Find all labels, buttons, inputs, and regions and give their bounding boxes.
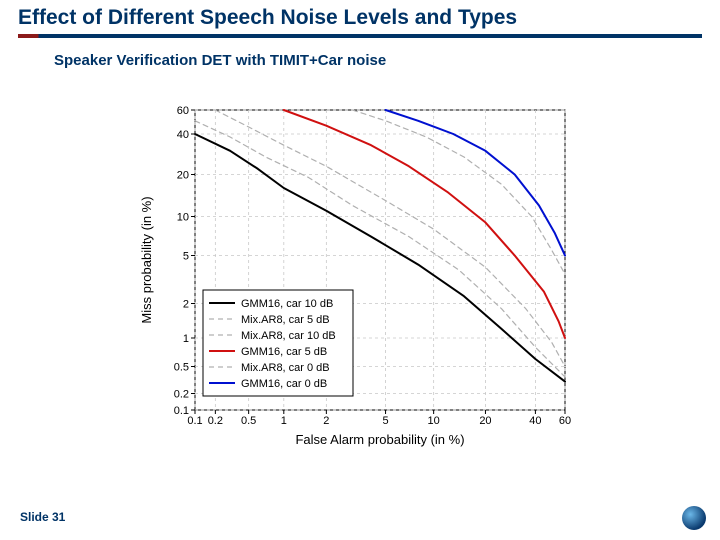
svg-text:Mix.AR8, car 5 dB: Mix.AR8, car 5 dB bbox=[241, 314, 330, 326]
svg-text:0.1: 0.1 bbox=[174, 405, 189, 417]
svg-text:GMM16, car 10 dB: GMM16, car 10 dB bbox=[241, 298, 333, 310]
svg-text:60: 60 bbox=[559, 415, 571, 427]
svg-text:20: 20 bbox=[177, 170, 189, 182]
svg-text:0.1: 0.1 bbox=[187, 415, 202, 427]
title-underline bbox=[18, 34, 702, 38]
svg-text:10: 10 bbox=[428, 415, 440, 427]
page-title: Effect of Different Speech Noise Levels … bbox=[18, 6, 702, 30]
svg-text:1: 1 bbox=[281, 415, 287, 427]
svg-text:5: 5 bbox=[183, 251, 189, 263]
svg-text:0.5: 0.5 bbox=[241, 415, 256, 427]
svg-text:0.5: 0.5 bbox=[174, 362, 189, 374]
svg-text:10: 10 bbox=[177, 212, 189, 224]
svg-text:2: 2 bbox=[323, 415, 329, 427]
svg-text:40: 40 bbox=[177, 129, 189, 141]
svg-text:60: 60 bbox=[177, 105, 189, 117]
svg-text:2: 2 bbox=[183, 299, 189, 311]
svg-text:5: 5 bbox=[382, 415, 388, 427]
svg-text:False Alarm probability (in %): False Alarm probability (in %) bbox=[295, 432, 464, 447]
brand-logo-icon bbox=[682, 506, 706, 530]
svg-text:0.2: 0.2 bbox=[174, 389, 189, 401]
svg-text:1: 1 bbox=[183, 333, 189, 345]
svg-text:20: 20 bbox=[479, 415, 491, 427]
subtitle: Speaker Verification DET with TIMIT+Car … bbox=[54, 52, 720, 69]
svg-text:0.2: 0.2 bbox=[208, 415, 223, 427]
chart-svg: 0.10.1 0.2 0.2 0.5 0.5 1 1 2 2 5 5 10 10 20 20 40 40 60 60… bbox=[125, 100, 595, 460]
svg-text:GMM16, car 5 dB: GMM16, car 5 dB bbox=[241, 346, 327, 358]
svg-text:GMM16, car 0 dB: GMM16, car 0 dB bbox=[241, 378, 327, 390]
svg-text:Mix.AR8, car 10 dB: Mix.AR8, car 10 dB bbox=[241, 330, 336, 342]
slide-number: Slide 31 bbox=[20, 510, 65, 524]
svg-text:40: 40 bbox=[529, 415, 541, 427]
det-chart: 0.10.1 0.2 0.2 0.5 0.5 1 1 2 2 5 5 10 10 20 20 40 40 60 60… bbox=[125, 100, 595, 480]
svg-text:Mix.AR8, car 0 dB: Mix.AR8, car 0 dB bbox=[241, 362, 330, 374]
svg-text:Miss probability (in %): Miss probability (in %) bbox=[139, 196, 154, 323]
